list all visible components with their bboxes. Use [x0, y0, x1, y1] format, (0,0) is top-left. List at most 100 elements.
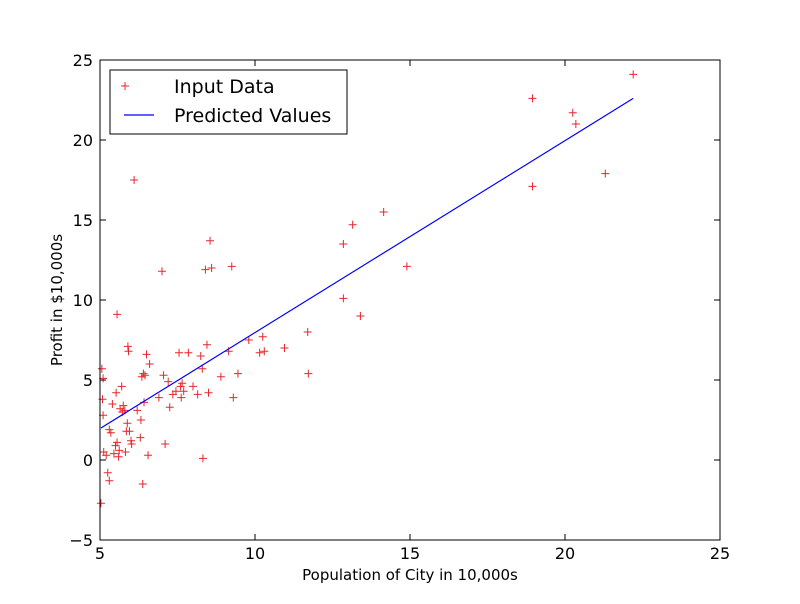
data-point	[158, 267, 166, 276]
data-point	[105, 425, 114, 434]
y-tick-label: 5	[83, 371, 93, 390]
data-point	[123, 419, 132, 428]
data-point	[102, 451, 111, 460]
data-point	[206, 236, 215, 245]
data-point	[117, 382, 126, 391]
data-point	[112, 388, 121, 397]
y-tick-label: 25	[73, 51, 93, 70]
data-point	[171, 387, 180, 396]
data-point	[123, 342, 132, 351]
data-point	[207, 264, 216, 272]
regression-line	[100, 97, 634, 429]
data-point	[108, 400, 117, 408]
data-point	[193, 390, 202, 399]
legend-box	[109, 69, 348, 135]
data-point	[140, 371, 149, 380]
data-point	[138, 480, 147, 488]
data-point	[629, 70, 638, 79]
data-point	[124, 347, 133, 356]
data-point	[139, 369, 148, 378]
data-point	[571, 120, 580, 128]
data-point	[601, 169, 610, 178]
data-point	[339, 294, 348, 303]
data-point	[176, 382, 185, 391]
legend-marker-plus	[121, 82, 129, 90]
data-point	[280, 344, 289, 352]
x-tick-label: 10	[245, 544, 265, 563]
data-point	[178, 379, 187, 388]
data-point	[164, 377, 173, 386]
ticks-layer: 5 10 15 20 25 −5 0 5 10 15 20 25	[69, 51, 730, 563]
plot-layer	[96, 70, 638, 508]
data-point	[111, 441, 120, 450]
data-point	[201, 265, 210, 274]
data-point	[177, 393, 186, 402]
y-tick-label: 15	[73, 211, 93, 230]
data-point	[121, 448, 130, 456]
data-point	[165, 403, 174, 412]
data-point	[233, 369, 242, 378]
data-point	[97, 364, 106, 373]
data-point	[528, 94, 537, 103]
y-tick-label: 10	[73, 291, 93, 310]
data-point	[244, 336, 253, 344]
data-point	[568, 108, 577, 117]
data-point	[258, 332, 267, 341]
data-point	[133, 406, 142, 415]
data-point	[339, 240, 348, 248]
x-axis-label: Population of City in 10,000s	[302, 566, 518, 584]
data-point	[348, 220, 357, 229]
y-tick-label: 20	[73, 131, 93, 150]
data-point	[109, 449, 118, 458]
data-point	[379, 208, 388, 216]
data-point	[96, 499, 105, 508]
x-tick-label: 25	[710, 544, 730, 563]
data-point	[105, 476, 114, 485]
data-point	[142, 350, 151, 359]
legend-label-input-data: Input Data	[174, 76, 275, 98]
data-point	[198, 364, 207, 373]
data-point	[528, 182, 537, 191]
data-point	[260, 347, 269, 356]
data-point	[136, 433, 145, 442]
legend: Input Data Predicted Values	[109, 69, 348, 135]
data-point	[125, 427, 134, 436]
data-point	[136, 416, 145, 424]
data-point	[144, 451, 153, 460]
data-point	[216, 372, 225, 381]
data-point	[198, 454, 207, 463]
data-point	[130, 176, 139, 184]
data-point	[103, 468, 112, 477]
data-point	[115, 446, 124, 455]
y-tick-label: 0	[83, 451, 93, 470]
data-point	[145, 360, 154, 368]
data-point	[196, 352, 205, 360]
data-point	[189, 382, 197, 391]
data-point	[229, 393, 238, 402]
data-point	[402, 262, 411, 271]
data-point	[113, 438, 122, 447]
data-point	[106, 428, 115, 437]
data-point	[204, 388, 213, 397]
data-point	[227, 262, 236, 271]
legend-label-predicted-values: Predicted Values	[174, 105, 331, 127]
data-point	[304, 369, 313, 378]
data-point	[154, 393, 163, 402]
data-point	[127, 436, 135, 445]
data-point	[127, 440, 136, 448]
legend-marker-input-data	[121, 82, 129, 90]
data-point	[161, 440, 170, 448]
data-point	[303, 328, 312, 336]
data-point	[119, 401, 128, 410]
y-axis-label: Profit in $10,000s	[48, 234, 66, 366]
data-point	[202, 340, 211, 349]
data-point	[113, 310, 122, 319]
y-tick-label: −5	[69, 531, 93, 550]
data-point	[175, 348, 184, 357]
x-tick-label: 20	[555, 544, 575, 563]
data-point	[184, 348, 193, 357]
data-point	[255, 348, 264, 357]
x-tick-label: 15	[400, 544, 420, 563]
